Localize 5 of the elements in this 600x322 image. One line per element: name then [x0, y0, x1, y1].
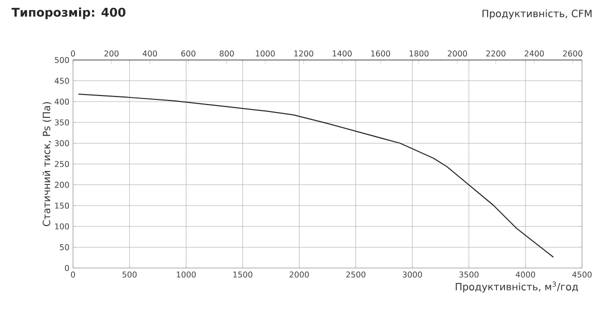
x-axis-title: Продуктивність, м$^{3}$/год [456, 282, 578, 292]
y-axis-title: Статичний тиск, Ps (Па) [42, 102, 52, 226]
line-series [78, 94, 554, 258]
x2-axis-title: Продуктивність, CFM [482, 10, 592, 20]
chart-title: Типорозмір: 400 [12, 8, 126, 20]
